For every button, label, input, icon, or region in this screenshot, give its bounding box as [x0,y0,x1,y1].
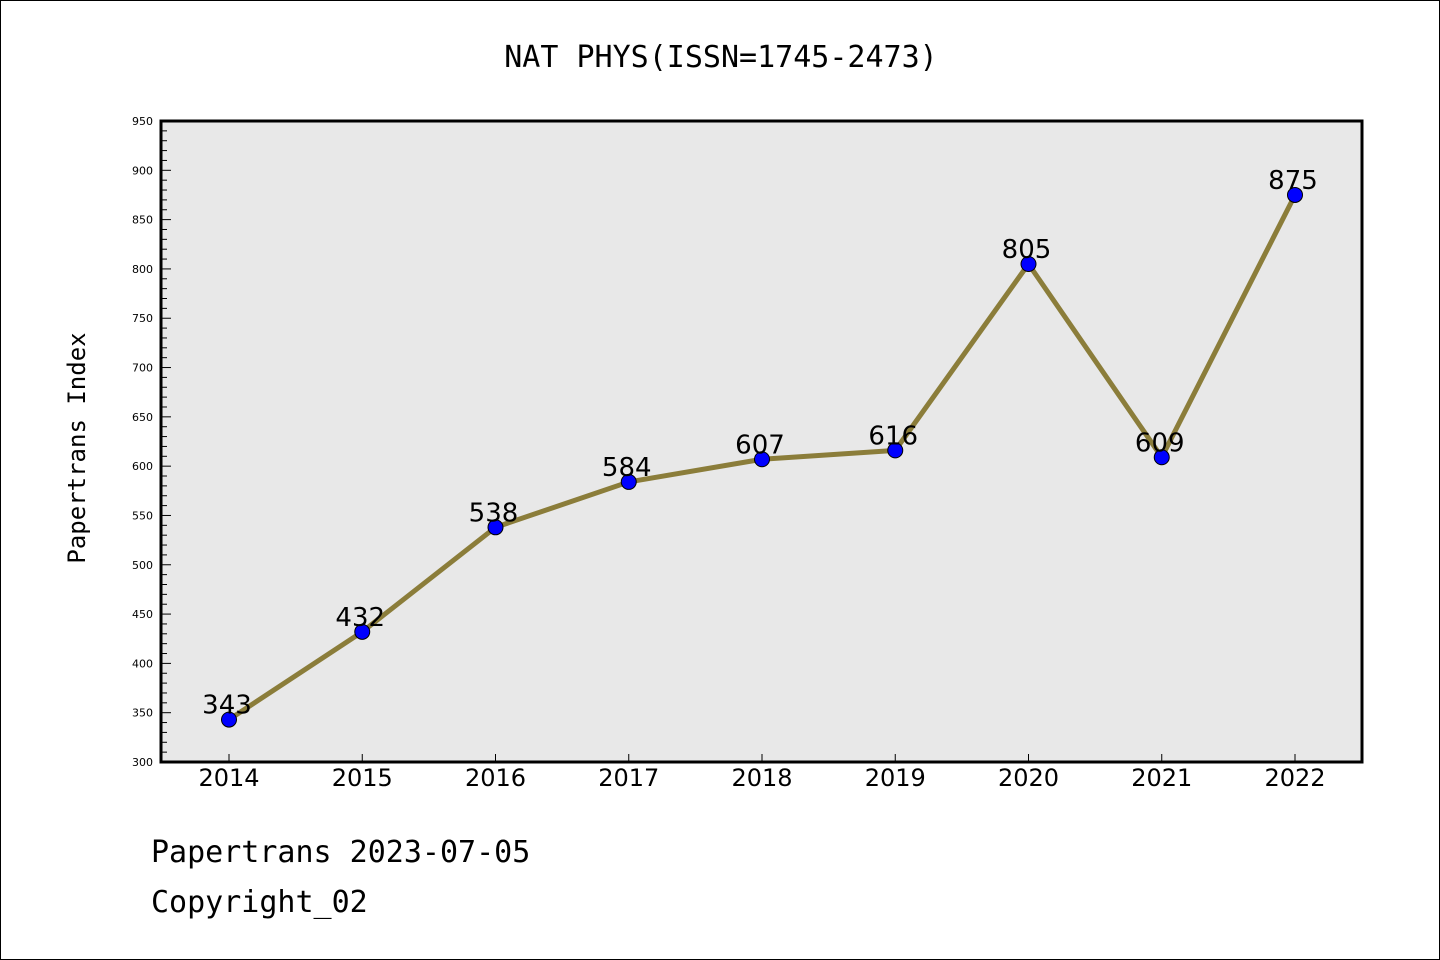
x-tick-label: 2017 [598,764,659,792]
data-label: 432 [335,603,385,633]
x-tick-label: 2021 [1131,764,1192,792]
y-tick-label: 400 [132,657,153,670]
x-tick-label: 2016 [465,764,526,792]
chart-title: NAT PHYS(ISSN=1745-2473) [504,40,937,75]
data-point [221,711,237,728]
y-tick-label: 800 [132,263,153,276]
footer-date-line: Papertrans 2023-07-05 [151,835,531,870]
data-point [1020,255,1037,272]
data-label: 805 [1002,235,1052,265]
y-tick-label: 550 [132,509,153,522]
y-tick-label: 850 [132,214,153,227]
data-point [620,473,637,490]
y-axis-label: Papertrans Index [63,332,91,563]
y-tick-label: 950 [132,115,153,128]
x-tick-label: 2014 [198,764,259,792]
data-label: 616 [868,421,918,451]
x-tick-label: 2022 [1264,764,1325,792]
y-tick-label: 900 [132,164,153,177]
y-tick-label: 650 [132,411,153,424]
y-tick-label: 700 [132,362,153,375]
data-label: 584 [602,453,652,483]
data-point [1287,186,1303,203]
plot-area [159,119,1364,764]
y-tick-label: 500 [132,559,153,572]
data-point [887,442,904,459]
data-point [1153,449,1170,466]
y-tick-label: 350 [132,707,153,720]
y-tick-label: 600 [132,460,153,473]
x-tick-label: 2015 [332,764,393,792]
y-tick-label: 750 [132,312,153,325]
data-point [354,623,371,640]
y-tick-label: 450 [132,608,153,621]
data-label: 343 [202,691,252,721]
data-label: 875 [1268,166,1318,196]
x-tick-label: 2019 [865,764,926,792]
x-tick-label: 2020 [998,764,1059,792]
y-tick-label: 300 [132,756,153,769]
data-labels: 343 432 538 584 607 616 805 609 875 [202,166,1318,721]
data-points [221,186,1303,728]
data-label: 538 [469,498,519,528]
data-label: 607 [735,430,785,460]
data-point [487,519,504,536]
y-axis-ticks [161,120,1296,763]
data-label: 609 [1135,428,1185,458]
x-tick-label: 2018 [731,764,792,792]
footer-copyright: Copyright_02 [151,885,368,920]
x-tick-labels: 2014 2015 2016 2017 2018 2019 2020 2021 2022 [198,764,1325,792]
y-tick-labels: 300 350 400 450 500 550 600 650 700 750 800 850 900 9… [132,115,153,769]
data-point [754,451,770,468]
